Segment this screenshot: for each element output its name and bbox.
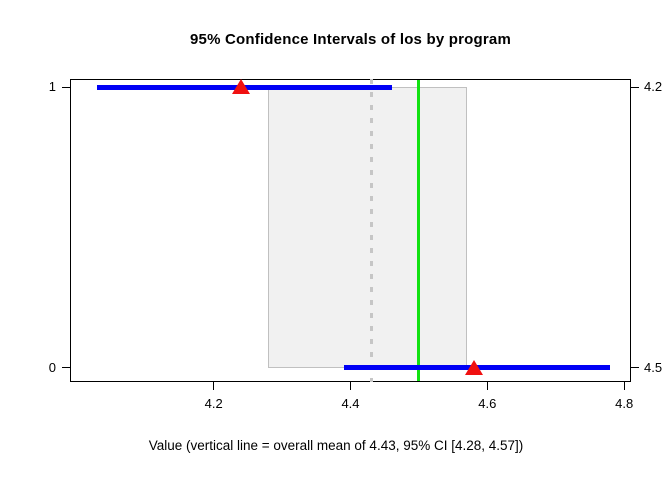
reference-line: [417, 80, 421, 381]
x-axis-tick: [486, 382, 488, 390]
overall-ci-rect: [268, 87, 467, 368]
y-tick-label-left: 1: [48, 79, 56, 95]
x-tick-label: 4.2: [204, 396, 223, 411]
x-axis-tick: [623, 382, 625, 390]
y-axis-tick-left: [62, 86, 70, 88]
y-axis-tick-left: [62, 367, 70, 369]
x-axis-tick: [350, 382, 351, 390]
mean-triangle: [464, 359, 483, 375]
mean-triangle: [232, 79, 251, 95]
y-axis-tick-right: [631, 367, 639, 369]
overall-mean-dashed-line: [369, 79, 373, 382]
x-tick-label: 4.4: [341, 396, 360, 411]
x-axis-caption: Value (vertical line = overall mean of 4…: [148, 438, 524, 453]
x-axis-tick: [213, 382, 215, 390]
y-tick-label-left: 0: [48, 359, 56, 375]
x-tick-label: 4.8: [615, 396, 634, 411]
x-tick-label: 4.6: [478, 396, 497, 411]
chart-title: 95% Confidence Intervals of los by progr…: [190, 31, 511, 48]
group-mean-label-right: 4.2: [644, 79, 663, 95]
y-axis-tick-right: [631, 86, 639, 88]
group-mean-label-right: 4.5: [644, 359, 663, 375]
